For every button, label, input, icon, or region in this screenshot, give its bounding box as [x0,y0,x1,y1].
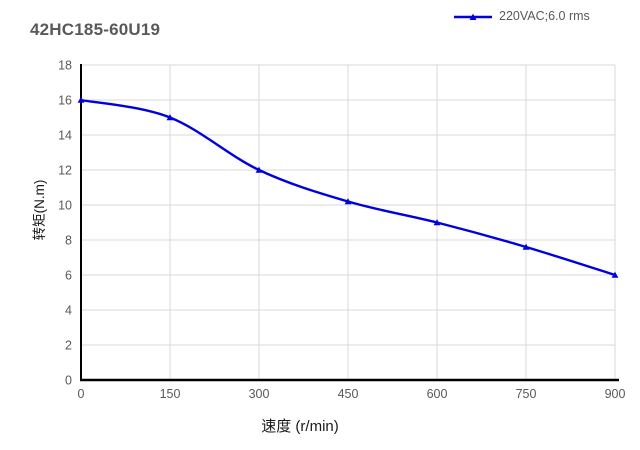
legend-line-marker-icon [454,13,492,20]
x-tick-label: 600 [427,387,448,401]
x-tick-label: 300 [249,387,270,401]
y-tick-label: 10 [58,199,72,213]
x-tick-label: 750 [516,387,537,401]
x-tick-label: 900 [605,387,626,401]
data-point-marker [255,166,263,173]
legend: 220VAC;6.0 rms [453,9,590,23]
x-tick-label: 450 [338,387,359,401]
y-tick-label: 4 [65,304,72,318]
chart-title: 42HC185-60U19 [30,20,161,39]
y-tick-label: 14 [58,129,72,143]
y-tick-label: 18 [58,59,72,73]
y-tick-label: 0 [65,374,72,388]
y-tick-label: 8 [65,234,72,248]
y-tick-label: 6 [65,269,72,283]
y-tick-label: 2 [65,339,72,353]
x-axis-label: 速度 (r/min) [261,418,339,435]
data-point-marker [433,219,441,226]
data-point-marker [611,271,619,278]
data-point-marker [344,198,352,205]
x-tick-label: 150 [160,387,181,401]
y-axis-label: 转矩(N.m) [32,179,47,241]
x-tick-label: 0 [78,387,85,401]
data-point-marker [522,243,530,250]
data-point-marker [166,114,174,121]
y-tick-label: 16 [58,94,72,108]
legend-label: 220VAC;6.0 rms [499,9,590,23]
data-point-marker [77,96,85,103]
y-tick-label: 12 [58,164,72,178]
legend-triangle-icon [469,13,477,20]
